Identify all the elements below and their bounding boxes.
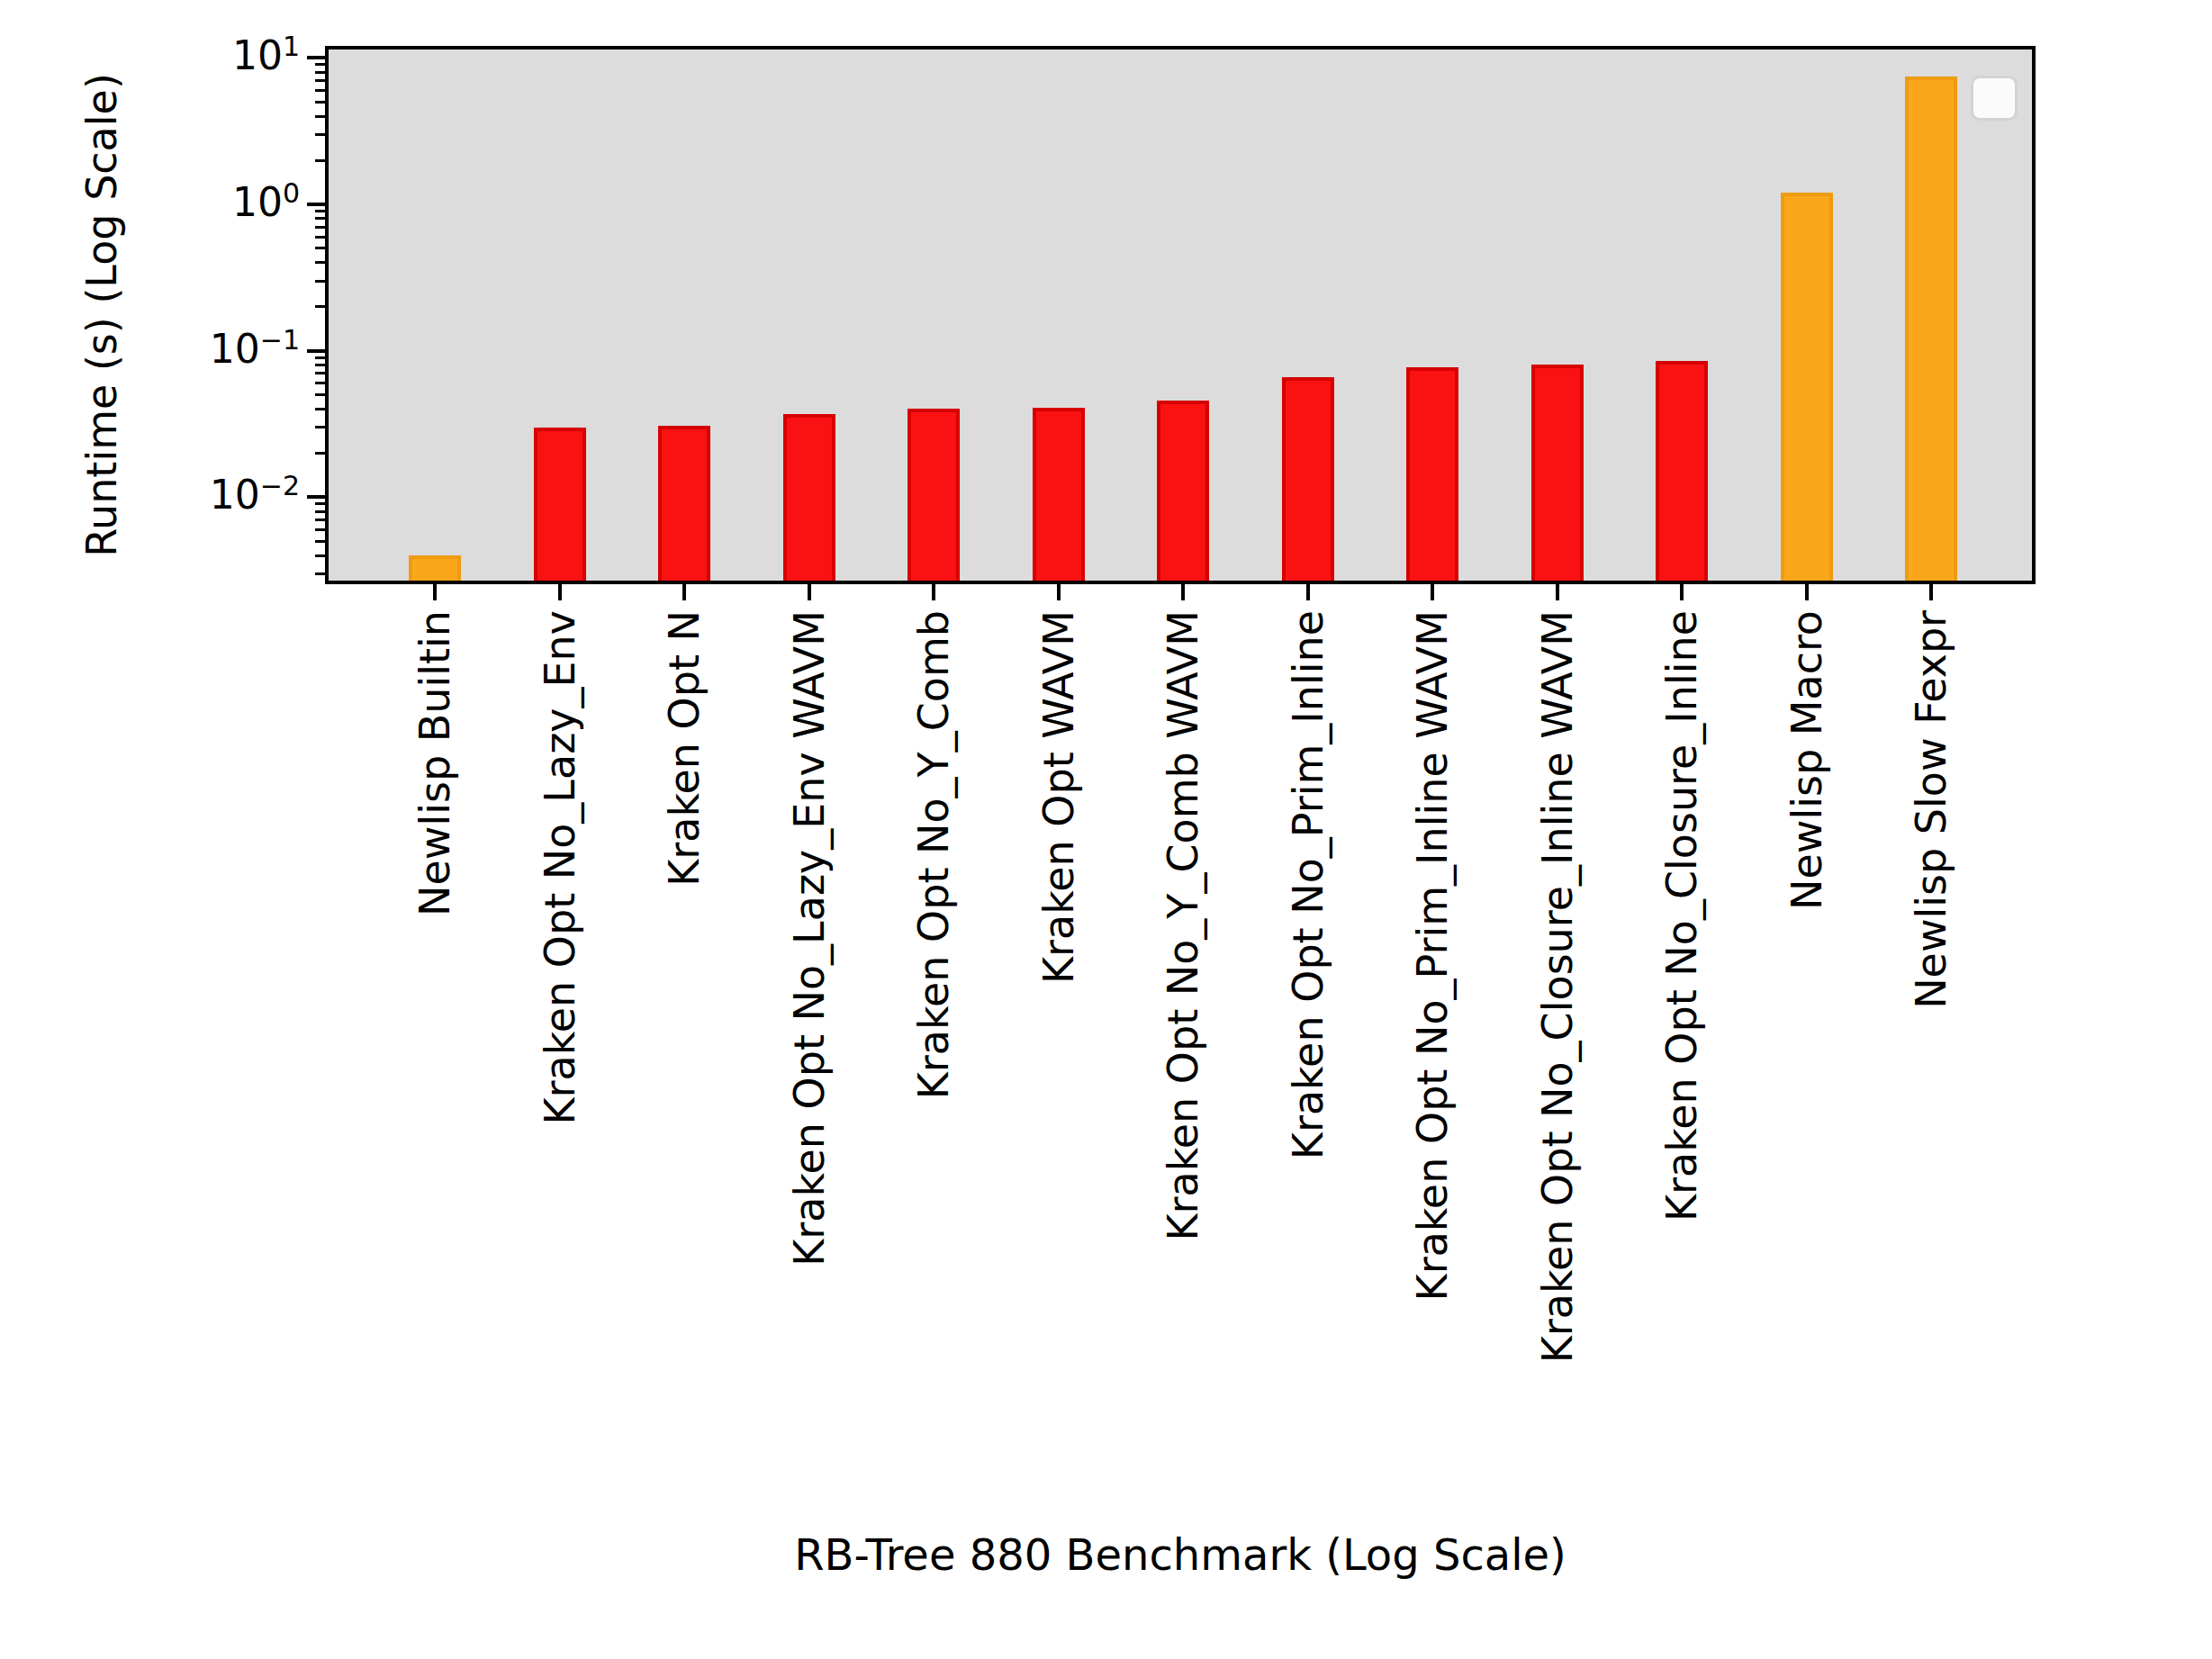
y-tick-minor [315, 115, 327, 118]
x-tick-label: Kraken Opt No_Lazy_Env [537, 610, 582, 1125]
y-tick-minor [315, 71, 327, 74]
bar-kraken-opt-wavm [1033, 408, 1085, 582]
y-tick-minor [315, 528, 327, 531]
x-tick [1805, 582, 1809, 600]
bar-kraken-opt-no-lazy-env [534, 428, 586, 582]
y-tick-minor [315, 452, 327, 455]
legend-box [1971, 76, 2018, 121]
y-tick-minor [315, 382, 327, 384]
x-tick-label: Kraken Opt No_Closure_Inline [1659, 610, 1704, 1222]
y-tick-minor [315, 210, 327, 212]
bar-kraken-opt-no-y-comb [907, 409, 960, 582]
bar-kraken-opt-no-prim-inline-wavm [1406, 367, 1458, 582]
x-tick-label: Kraken Opt No_Lazy_Env WAVM [787, 610, 832, 1267]
x-tick [1929, 582, 1933, 600]
y-tick-minor [315, 217, 327, 220]
bar-newlisp-macro [1781, 193, 1833, 582]
y-tick-label: 10−1 [210, 326, 300, 372]
x-tick-label: Kraken Opt No_Prim_Inline [1286, 610, 1331, 1159]
y-tick-minor [315, 510, 327, 513]
bar-kraken-opt-no-closure-inline-wavm [1531, 365, 1584, 582]
y-tick-minor [315, 356, 327, 359]
bar-kraken-opt-no-prim-inline [1282, 377, 1334, 582]
x-tick-label: Kraken Opt WAVM [1036, 610, 1081, 984]
y-tick-minor [315, 555, 327, 557]
x-tick-label: Newlisp Builtin [412, 610, 457, 916]
y-tick-minor [315, 502, 327, 505]
bar-kraken-opt-no-lazy-env-wavm [783, 414, 835, 582]
x-tick-label: Newlisp Slow Fexpr [1909, 610, 1954, 1009]
y-tick-label: 101 [232, 33, 300, 79]
y-tick-major [307, 56, 327, 59]
y-tick-major [307, 349, 327, 353]
y-tick-minor [315, 236, 327, 239]
y-tick-major [307, 495, 327, 499]
y-tick-minor [315, 63, 327, 66]
y-tick-label: 10−2 [210, 473, 300, 518]
x-tick [1306, 582, 1310, 600]
y-tick-minor [315, 261, 327, 264]
y-tick-minor [315, 573, 327, 575]
y-tick-minor [315, 247, 327, 249]
x-tick [558, 582, 562, 600]
y-tick-major [307, 203, 327, 206]
y-tick-minor [315, 364, 327, 366]
x-tick [1680, 582, 1684, 600]
x-tick-label: Newlisp Macro [1784, 610, 1829, 910]
x-tick [433, 582, 437, 600]
y-tick-minor [315, 280, 327, 283]
x-tick-label: Kraken Opt No_Y_Comb WAVM [1160, 610, 1205, 1241]
bar-newlisp-builtin [409, 555, 461, 582]
y-tick-minor [315, 408, 327, 410]
y-tick-minor [315, 226, 327, 229]
x-tick [682, 582, 686, 600]
bar-kraken-opt-no-closure-inline [1656, 361, 1708, 582]
y-tick-minor [315, 89, 327, 92]
x-tick [1181, 582, 1185, 600]
y-tick-minor [315, 426, 327, 428]
y-tick-minor [315, 393, 327, 396]
y-tick-minor [315, 305, 327, 308]
x-tick-label: Kraken Opt No_Y_Comb [911, 610, 956, 1099]
y-tick-minor [315, 101, 327, 104]
y-tick-minor [315, 540, 327, 543]
y-tick-minor [315, 133, 327, 136]
bar-kraken-opt-no-y-comb-wavm [1157, 401, 1209, 582]
x-tick-label: Kraken Opt No_Prim_Inline WAVM [1410, 610, 1455, 1301]
x-tick-label: Kraken Opt N [662, 610, 707, 887]
x-axis-title: RB-Tree 880 Benchmark (Log Scale) [794, 1529, 1566, 1580]
figure: Newlisp Builtin Kraken Opt No_Lazy_Env Kra… [0, 0, 2212, 1659]
x-tick [1556, 582, 1559, 600]
x-tick-label: Kraken Opt No_Closure_Inline WAVM [1535, 610, 1580, 1363]
y-tick-label: 100 [232, 179, 300, 225]
x-tick [1431, 582, 1434, 600]
x-tick [932, 582, 935, 600]
bar-newlisp-slow-fexpr [1905, 77, 1957, 582]
bar-kraken-opt-n [658, 426, 710, 582]
y-tick-minor [315, 79, 327, 82]
y-axis-title: Runtime (s) (Log Scale) [77, 73, 126, 557]
x-tick [1057, 582, 1061, 600]
y-tick-minor [315, 518, 327, 521]
y-tick-minor [315, 372, 327, 374]
x-tick [808, 582, 811, 600]
y-tick-minor [315, 159, 327, 162]
